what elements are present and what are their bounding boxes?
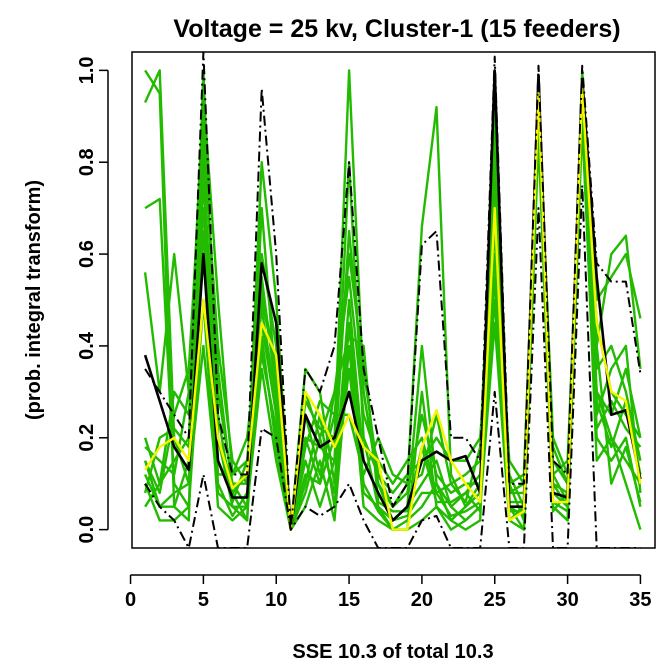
x-tick-label: 35 — [629, 589, 651, 611]
y-tick-label: 0.0 — [76, 516, 98, 544]
x-axis: 0 5 10 15 20 25 30 35 — [125, 574, 652, 611]
x-tick-label: 30 — [556, 589, 578, 611]
y-tick-label: 0.8 — [76, 148, 98, 176]
x-tick-label: 0 — [125, 589, 136, 611]
y-tick-label: 1.0 — [76, 56, 98, 84]
series-line-yellow-13 — [144, 87, 642, 531]
series-line-green-3 — [143, 92, 642, 531]
x-tick-label: 5 — [198, 589, 209, 611]
x-tick-label: 10 — [265, 589, 287, 611]
series-layer — [143, 52, 642, 548]
x-tick-label: 25 — [484, 589, 506, 611]
chart-title: Voltage = 25 kv, Cluster-1 (15 feeders) — [173, 15, 620, 43]
series-line-black-12 — [143, 69, 642, 531]
plot-frame — [131, 51, 656, 549]
x-tick-label: 20 — [411, 589, 433, 611]
y-axis: 0.0 0.2 0.4 0.6 0.8 1.0 — [76, 56, 109, 544]
y-axis-label: (prob. integral transform) — [23, 180, 45, 420]
x-axis-label: SSE 10.3 of total 10.3 — [292, 641, 493, 663]
x-tick-label: 15 — [338, 589, 360, 611]
y-tick-label: 0.6 — [76, 240, 98, 268]
y-tick-label: 0.2 — [76, 424, 98, 452]
series-line-dash-14 — [144, 52, 642, 531]
y-tick-label: 0.4 — [76, 331, 98, 360]
